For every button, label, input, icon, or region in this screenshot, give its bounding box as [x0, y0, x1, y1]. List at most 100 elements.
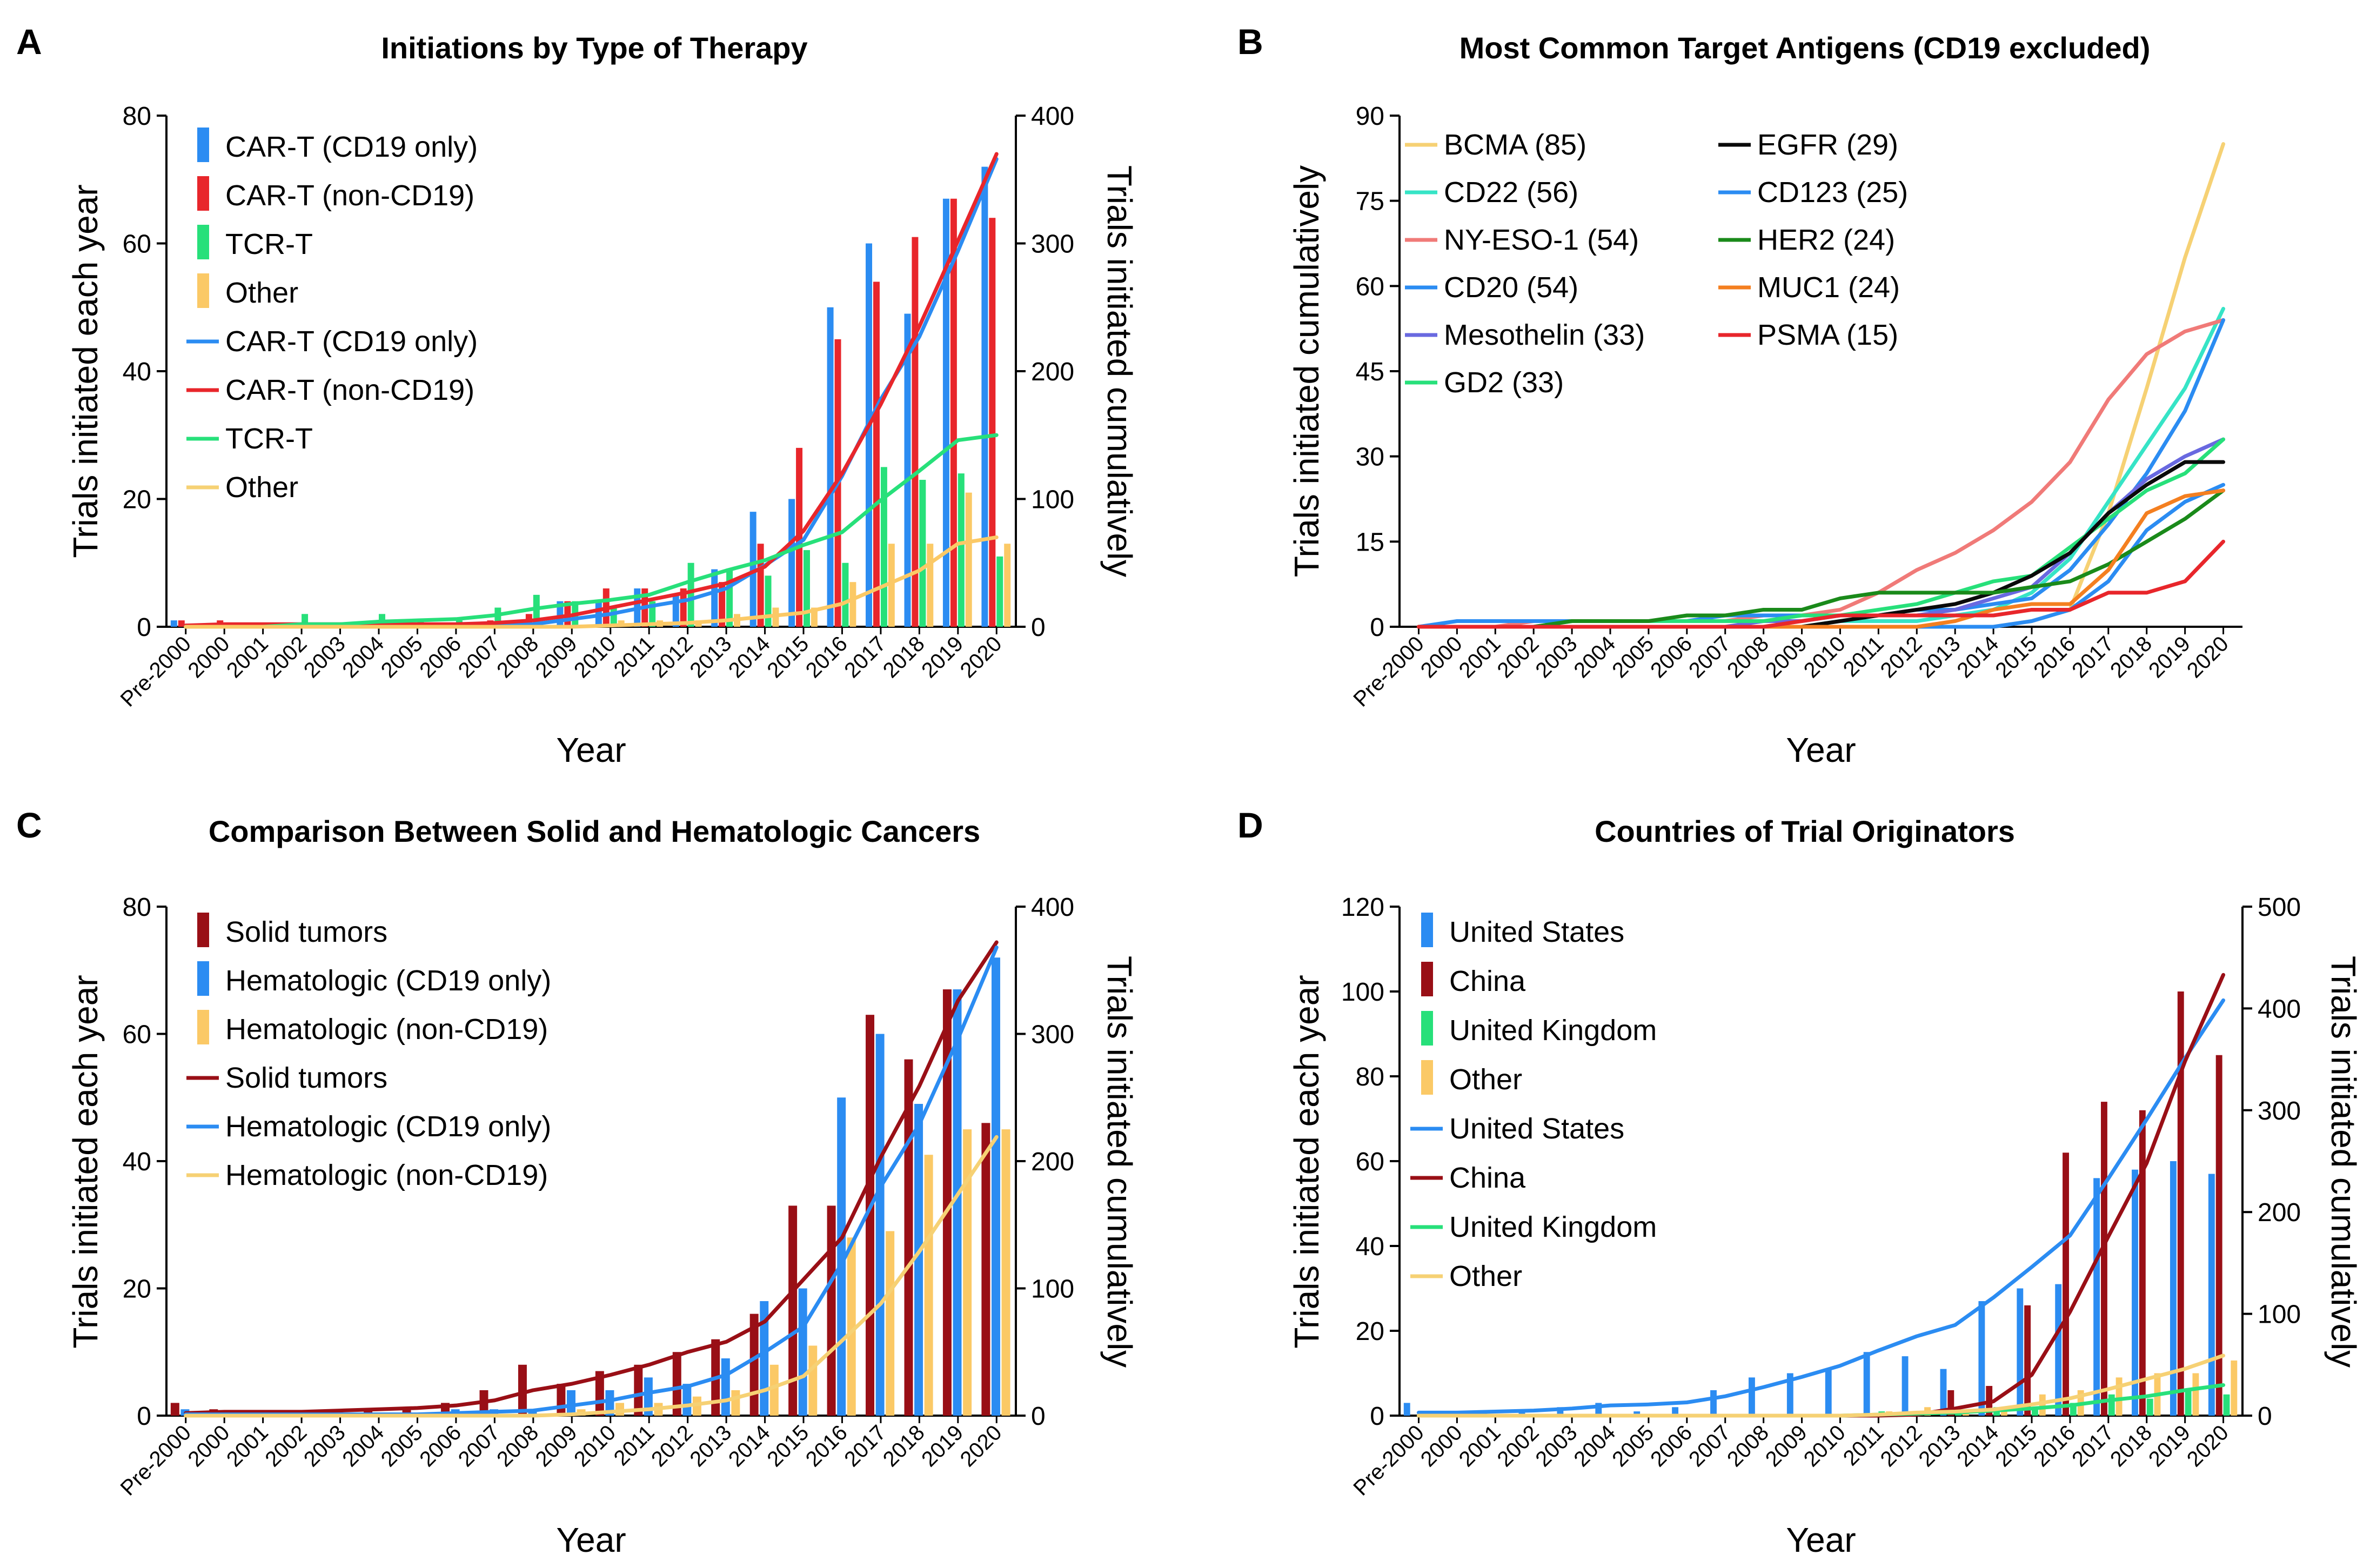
bar [402, 1409, 411, 1416]
x-tick-label: 2006 [1646, 632, 1697, 682]
y2-tick-label: 100 [1031, 1275, 1074, 1304]
x-tick-label: 2013 [685, 632, 736, 682]
bar [842, 562, 849, 627]
x-tick-label: 2015 [762, 632, 813, 682]
bar [942, 989, 952, 1416]
x-tick-label: 2009 [1761, 1420, 1812, 1471]
legend-label: GD2 (33) [1444, 366, 1564, 399]
x-tick-label: 2019 [2144, 632, 2195, 682]
bar [749, 1314, 759, 1416]
panel-letter: D [1237, 805, 1263, 845]
bar [680, 588, 687, 627]
legend-swatch [197, 961, 209, 996]
x-tick-label: 2017 [840, 1420, 891, 1471]
bar [170, 620, 177, 627]
bar [610, 607, 617, 627]
bar [2185, 1390, 2192, 1416]
bar [769, 1364, 779, 1416]
series-line [1416, 1353, 2226, 1418]
panel-c: C Comparison Between Solid and Hematologi… [16, 805, 1139, 1559]
bar [2139, 1110, 2146, 1416]
x-tick-label: 2012 [1876, 632, 1927, 682]
bar [2132, 1169, 2138, 1416]
x-tick-label: 2020 [2182, 632, 2233, 682]
series-line [1416, 539, 2226, 629]
legend-label: TCR-T [225, 228, 313, 260]
x-tick-label: 2001 [1455, 632, 1505, 682]
x-tick-label: 2017 [2067, 1420, 2118, 1471]
bar [963, 1129, 972, 1416]
y-tick-label: 60 [1356, 272, 1384, 301]
legend-label: MUC1 (24) [1757, 271, 1900, 304]
panel-a: A Initiations by Type of Therapy 0 20 40 60 80… [16, 22, 1139, 769]
bar [1863, 1352, 1870, 1416]
legend-label: Other [225, 277, 298, 309]
legend-label: Mesothelin (33) [1444, 319, 1645, 351]
bar [757, 544, 764, 627]
x-tick-label: 2016 [2029, 632, 2080, 682]
x-tick-label: 2014 [1952, 632, 2003, 682]
bar [494, 607, 501, 627]
bar [2063, 1152, 2069, 1416]
x-tick-label: 2008 [1723, 632, 1773, 682]
x-tick-label: 2008 [492, 632, 543, 682]
y2-tick-label: 400 [1031, 102, 1074, 131]
chart-title: Initiations by Type of Therapy [381, 31, 807, 65]
bar [914, 1104, 923, 1416]
bar [827, 307, 834, 627]
bar [981, 1123, 990, 1416]
x-tick-label: 2011 [610, 632, 659, 681]
bar [721, 1358, 730, 1416]
bar [1403, 1403, 1410, 1416]
bar [566, 1390, 575, 1416]
x-tick-label: 2019 [917, 632, 968, 682]
bar [2093, 1178, 2100, 1416]
y2-tick-label: 200 [2258, 1198, 2301, 1227]
bar [719, 582, 726, 627]
x-tick-label: 2016 [801, 632, 852, 682]
y-tick-label: 40 [123, 1148, 151, 1176]
bar [2192, 1373, 2199, 1416]
bar [2177, 991, 2184, 1416]
legend-label: United Kingdom [1449, 1211, 1657, 1243]
bar [557, 601, 564, 627]
y2-tick-label: 300 [1031, 1021, 1074, 1049]
x-tick-label: 2009 [531, 632, 582, 682]
panel-letter: B [1237, 22, 1263, 62]
x-tick-label: 2001 [222, 632, 273, 682]
x-tick-label: 2000 [184, 632, 235, 682]
legend-label: BCMA (85) [1444, 129, 1586, 161]
legend-label: NY-ESO-1 (54) [1444, 224, 1639, 256]
bar [849, 582, 856, 627]
y2-tick-label: 300 [2258, 1097, 2301, 1125]
legend-label: China [1449, 1162, 1526, 1194]
bar [2070, 1403, 2077, 1416]
bar [1004, 544, 1011, 627]
legend-label: PSMA (15) [1757, 319, 1898, 351]
x-tick-label: 2007 [1684, 1420, 1735, 1471]
x-tick-label: 2009 [1761, 632, 1812, 682]
bar [981, 166, 988, 627]
x-tick-label: 2013 [1914, 1420, 1965, 1471]
chart-title: Comparison Between Solid and Hematologic… [209, 814, 980, 848]
x-tick-label: 2006 [415, 632, 466, 682]
bar [886, 1231, 895, 1416]
bar [595, 1371, 604, 1416]
y-tick-label: 0 [1370, 613, 1384, 642]
x-tick-label: 2011 [1839, 1420, 1889, 1470]
y-tick-label: 15 [1356, 528, 1384, 557]
x-tick-label: Pre-2000 [116, 632, 196, 711]
bar [672, 1352, 681, 1416]
series-line [1416, 488, 2226, 629]
y-tick-label: 60 [123, 230, 151, 259]
y-tick-label: 30 [1356, 443, 1384, 472]
series-line [184, 433, 999, 629]
bar [2108, 1394, 2115, 1416]
y2-tick-label: 300 [1031, 230, 1074, 259]
x-axis-label: Year [556, 1520, 626, 1559]
x-tick-label: 2010 [570, 1420, 620, 1471]
y2-tick-label: 500 [2258, 893, 2301, 922]
y-axis-label: Trials initiated each year [1287, 975, 1326, 1348]
y2-tick-label: 100 [1031, 486, 1074, 514]
bar [672, 594, 679, 627]
